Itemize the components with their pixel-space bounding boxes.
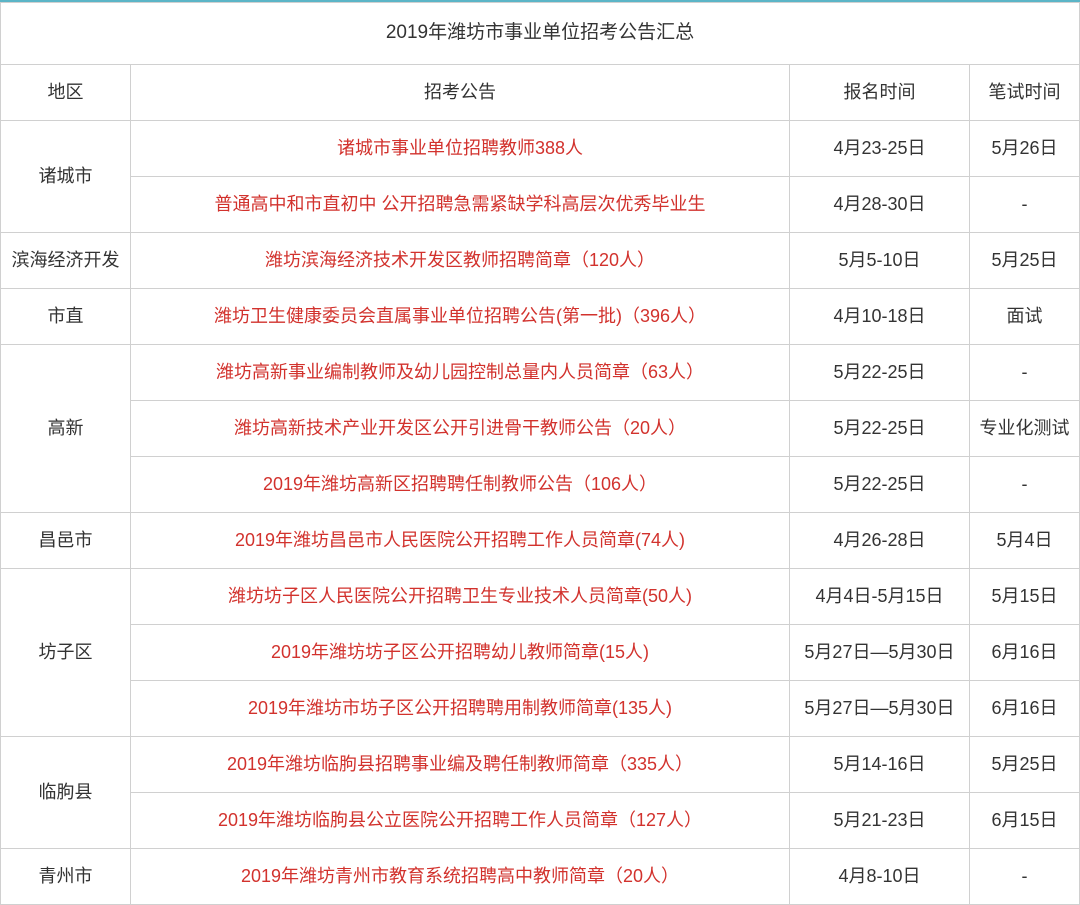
notice-link[interactable]: 2019年潍坊临朐县公立医院公开招聘工作人员简章（127人） [131, 792, 790, 848]
table-row: 临朐县2019年潍坊临朐县招聘事业编及聘任制教师简章（335人）5月14-16日… [1, 736, 1080, 792]
notice-link[interactable]: 潍坊高新技术产业开发区公开引进骨干教师公告（20人） [131, 400, 790, 456]
notice-link[interactable]: 潍坊坊子区人民医院公开招聘卫生专业技术人员简章(50人) [131, 568, 790, 624]
exam-cell: 6月16日 [969, 624, 1079, 680]
notice-link[interactable]: 2019年潍坊青州市教育系统招聘高中教师简章（20人） [131, 848, 790, 904]
reg-cell: 4月28-30日 [789, 176, 969, 232]
notice-link[interactable]: 2019年潍坊市坊子区公开招聘聘用制教师简章(135人) [131, 680, 790, 736]
reg-cell: 4月26-28日 [789, 512, 969, 568]
notice-link[interactable]: 潍坊滨海经济技术开发区教师招聘简章（120人） [131, 232, 790, 288]
exam-cell: 6月15日 [969, 792, 1079, 848]
table-row: 普通高中和市直初中 公开招聘急需紧缺学科高层次优秀毕业生4月28-30日- [1, 176, 1080, 232]
table-row: 昌邑市2019年潍坊昌邑市人民医院公开招聘工作人员简章(74人)4月26-28日… [1, 512, 1080, 568]
table-row: 高新潍坊高新事业编制教师及幼儿园控制总量内人员简章（63人）5月22-25日- [1, 344, 1080, 400]
table-row: 坊子区潍坊坊子区人民医院公开招聘卫生专业技术人员简章(50人)4月4日-5月15… [1, 568, 1080, 624]
reg-cell: 5月14-16日 [789, 736, 969, 792]
exam-cell: 5月4日 [969, 512, 1079, 568]
reg-cell: 5月22-25日 [789, 344, 969, 400]
table-row: 滨海经济开发潍坊滨海经济技术开发区教师招聘简章（120人）5月5-10日5月25… [1, 232, 1080, 288]
notice-link[interactable]: 潍坊高新事业编制教师及幼儿园控制总量内人员简章（63人） [131, 344, 790, 400]
header-exam: 笔试时间 [969, 64, 1079, 120]
region-cell: 滨海经济开发 [1, 232, 131, 288]
exam-cell: - [969, 456, 1079, 512]
region-cell: 诸城市 [1, 120, 131, 232]
region-cell: 临朐县 [1, 736, 131, 848]
header-region: 地区 [1, 64, 131, 120]
reg-cell: 5月5-10日 [789, 232, 969, 288]
region-cell: 市直 [1, 288, 131, 344]
notice-link[interactable]: 潍坊卫生健康委员会直属事业单位招聘公告(第一批)（396人） [131, 288, 790, 344]
reg-cell: 5月21-23日 [789, 792, 969, 848]
header-reg: 报名时间 [789, 64, 969, 120]
reg-cell: 5月27日—5月30日 [789, 624, 969, 680]
table-title: 2019年潍坊市事业单位招考公告汇总 [1, 3, 1080, 65]
exam-cell: - [969, 848, 1079, 904]
exam-cell: 6月16日 [969, 680, 1079, 736]
table-row: 2019年潍坊高新区招聘聘任制教师公告（106人）5月22-25日- [1, 456, 1080, 512]
reg-cell: 5月22-25日 [789, 456, 969, 512]
header-notice: 招考公告 [131, 64, 790, 120]
exam-cell: 5月25日 [969, 736, 1079, 792]
exam-cell: 5月26日 [969, 120, 1079, 176]
notice-link[interactable]: 2019年潍坊坊子区公开招聘幼儿教师简章(15人) [131, 624, 790, 680]
table-title-row: 2019年潍坊市事业单位招考公告汇总 [1, 3, 1080, 65]
table-row: 诸城市诸城市事业单位招聘教师388人4月23-25日5月26日 [1, 120, 1080, 176]
region-cell: 坊子区 [1, 568, 131, 736]
exam-cell: 面试 [969, 288, 1079, 344]
exam-cell: 5月15日 [969, 568, 1079, 624]
table-row: 市直潍坊卫生健康委员会直属事业单位招聘公告(第一批)（396人）4月10-18日… [1, 288, 1080, 344]
table-row: 青州市2019年潍坊青州市教育系统招聘高中教师简章（20人）4月8-10日- [1, 848, 1080, 904]
notice-link[interactable]: 2019年潍坊昌邑市人民医院公开招聘工作人员简章(74人) [131, 512, 790, 568]
table-row: 2019年潍坊临朐县公立医院公开招聘工作人员简章（127人）5月21-23日6月… [1, 792, 1080, 848]
reg-cell: 5月27日—5月30日 [789, 680, 969, 736]
table-header-row: 地区招考公告报名时间笔试时间 [1, 64, 1080, 120]
exam-cell: - [969, 344, 1079, 400]
notice-link[interactable]: 诸城市事业单位招聘教师388人 [131, 120, 790, 176]
notice-link[interactable]: 普通高中和市直初中 公开招聘急需紧缺学科高层次优秀毕业生 [131, 176, 790, 232]
recruitment-table: 2019年潍坊市事业单位招考公告汇总地区招考公告报名时间笔试时间诸城市诸城市事业… [0, 2, 1080, 905]
notice-link[interactable]: 2019年潍坊高新区招聘聘任制教师公告（106人） [131, 456, 790, 512]
region-cell: 昌邑市 [1, 512, 131, 568]
reg-cell: 4月4日-5月15日 [789, 568, 969, 624]
region-cell: 高新 [1, 344, 131, 512]
region-cell: 青州市 [1, 848, 131, 904]
reg-cell: 5月22-25日 [789, 400, 969, 456]
exam-cell: 专业化测试 [969, 400, 1079, 456]
notice-link[interactable]: 2019年潍坊临朐县招聘事业编及聘任制教师简章（335人） [131, 736, 790, 792]
table-row: 2019年潍坊坊子区公开招聘幼儿教师简章(15人)5月27日—5月30日6月16… [1, 624, 1080, 680]
exam-cell: - [969, 176, 1079, 232]
reg-cell: 4月10-18日 [789, 288, 969, 344]
reg-cell: 4月8-10日 [789, 848, 969, 904]
table-container: 2019年潍坊市事业单位招考公告汇总地区招考公告报名时间笔试时间诸城市诸城市事业… [0, 0, 1080, 905]
table-row: 潍坊高新技术产业开发区公开引进骨干教师公告（20人）5月22-25日专业化测试 [1, 400, 1080, 456]
table-row: 2019年潍坊市坊子区公开招聘聘用制教师简章(135人)5月27日—5月30日6… [1, 680, 1080, 736]
reg-cell: 4月23-25日 [789, 120, 969, 176]
exam-cell: 5月25日 [969, 232, 1079, 288]
